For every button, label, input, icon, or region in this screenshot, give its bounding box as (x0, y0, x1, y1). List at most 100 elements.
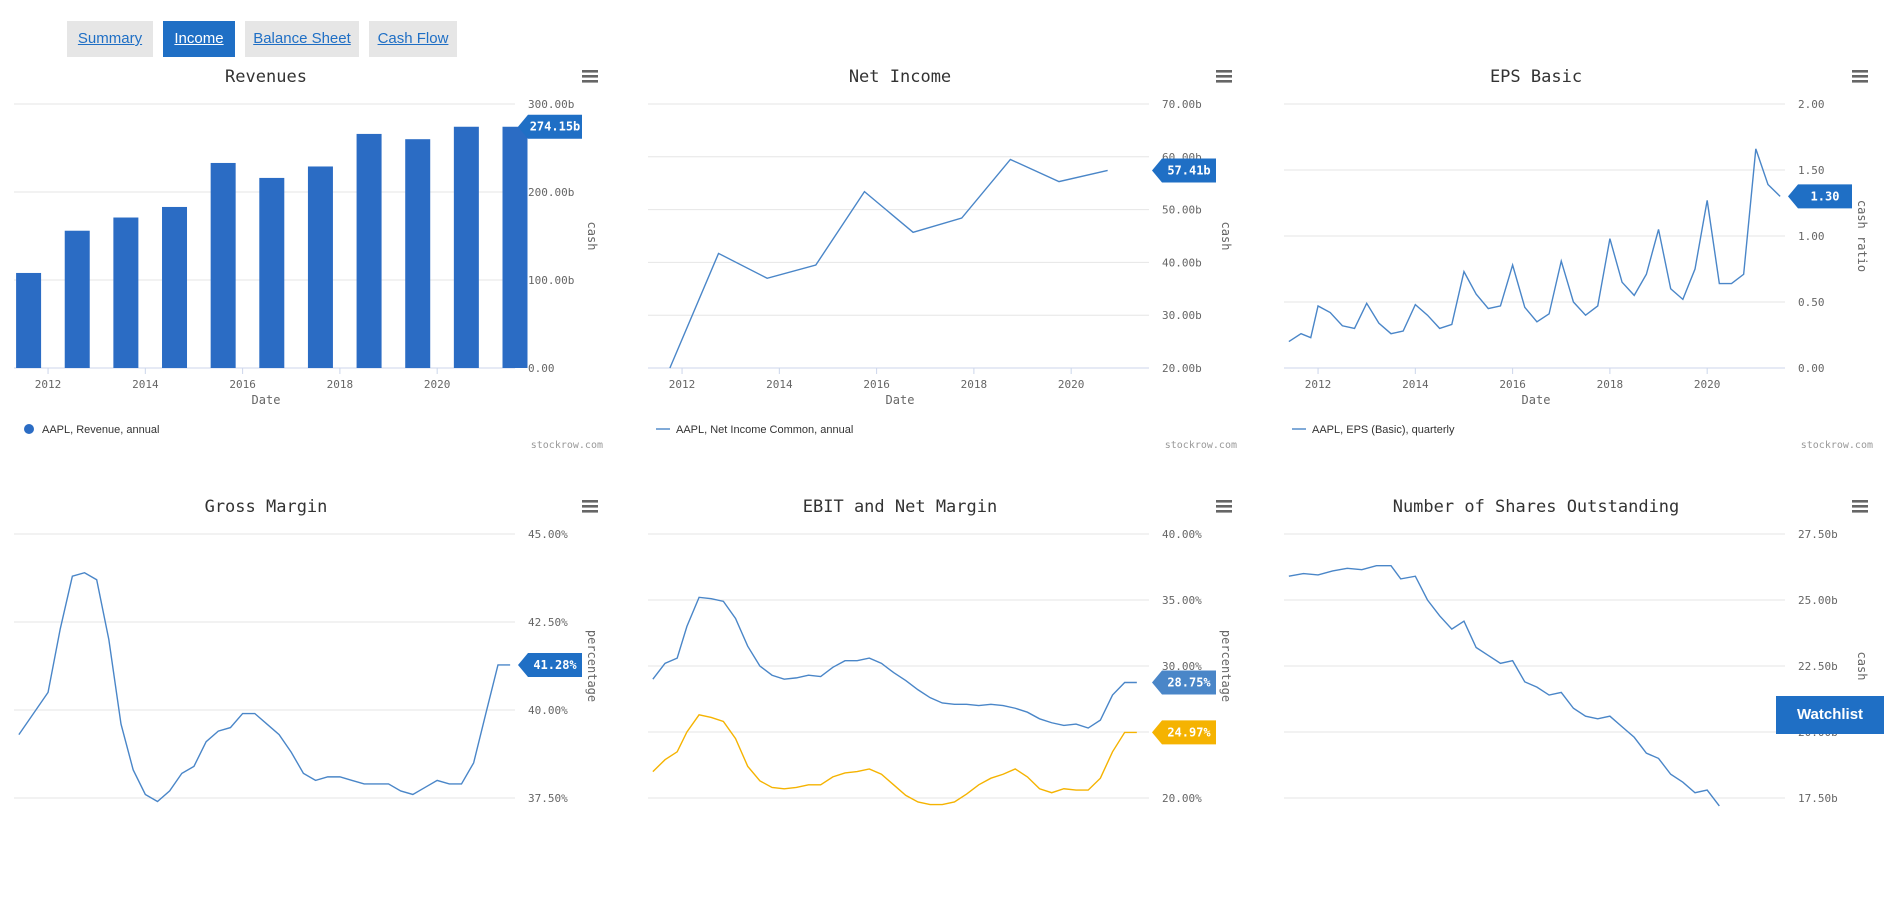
credit-label: stockrow.com (1801, 440, 1873, 451)
menu-icon-bar (1852, 500, 1868, 503)
y-tick-label: 0.00 (1798, 362, 1825, 375)
y-tick-label: 37.50% (528, 792, 568, 805)
menu-icon-bar (1852, 70, 1868, 73)
y-tick-label: 40.00% (1162, 528, 1202, 541)
y-tick-label: 2.00 (1798, 98, 1825, 111)
legend-label: AAPL, Revenue, annual (42, 424, 159, 436)
tab-balance-sheet[interactable]: Balance Sheet (245, 21, 359, 57)
tab-income[interactable]: Income (163, 21, 235, 57)
series-line (669, 158, 1108, 369)
menu-icon[interactable] (582, 70, 598, 83)
y-tick-label: 1.50 (1798, 164, 1825, 177)
chart-title: Gross Margin (205, 497, 328, 517)
x-tick-label: 2014 (766, 378, 793, 391)
chart-title: Number of Shares Outstanding (1393, 497, 1680, 517)
last-value-flag (1788, 184, 1852, 209)
menu-icon-bar (1216, 510, 1232, 513)
menu-icon-bar (1852, 510, 1868, 513)
menu-icon-bar (582, 500, 598, 503)
bar (502, 126, 528, 368)
bar (16, 272, 42, 368)
x-tick-label: 2014 (1402, 378, 1429, 391)
y-tick-label: 1.00 (1798, 230, 1825, 243)
legend-marker (24, 424, 34, 434)
y-tick-label: 27.50b (1798, 528, 1838, 541)
y-tick-label: 200.00b (528, 186, 574, 199)
y-tick-label: 20.00% (1162, 792, 1202, 805)
y-axis-label: cash (1855, 652, 1869, 681)
menu-icon-bar (582, 80, 598, 83)
chart-panel-gross-margin: Gross Margin 37.50% 40.00% 42.50% 45.00% perc… (0, 492, 610, 897)
bar (210, 162, 236, 368)
y-tick-label: 100.00b (528, 274, 574, 287)
y-tick-label: 30.00b (1162, 309, 1202, 322)
bar (162, 206, 188, 368)
y-tick-label: 35.00% (1162, 594, 1202, 607)
menu-icon-bar (1216, 80, 1232, 83)
x-tick-label: 2012 (1305, 378, 1332, 391)
y-tick-label: 25.00b (1798, 594, 1838, 607)
chart-title: Revenues (225, 67, 307, 87)
x-tick-label: 2016 (229, 378, 256, 391)
last-value-flag (518, 652, 582, 677)
x-tick-label: 2018 (961, 378, 988, 391)
menu-icon[interactable] (582, 500, 598, 513)
series-line (652, 596, 1137, 729)
y-tick-label: 40.00% (528, 704, 568, 717)
chart-svg: Net Income20.00b30.00b40.00b50.00b60.00b… (648, 67, 1237, 451)
chart-title: Net Income (849, 67, 951, 87)
tab-summary[interactable]: Summary (67, 21, 153, 57)
x-axis-label: Date (886, 393, 915, 407)
last-value-label: 274.15b (530, 120, 581, 134)
chart-panel-revenues: Revenues 0.00 100.00b 200.00b 300.00b cash 201… (0, 62, 610, 467)
y-tick-label: 300.00b (528, 98, 574, 111)
x-tick-label: 2016 (1499, 378, 1526, 391)
x-tick-label: 2012 (669, 378, 696, 391)
last-value-label: 57.41b (1167, 163, 1210, 177)
y-axis-label: percentage (1219, 630, 1233, 702)
menu-icon-bar (582, 510, 598, 513)
y-tick-label: 45.00% (528, 528, 568, 541)
chart-svg: Gross Margin 37.50% 40.00% 42.50% 45.00% perc… (14, 497, 599, 805)
menu-icon-bar (1852, 75, 1868, 78)
chart-panel-shares-outstanding: Number of Shares Outstanding17.50b20.00b… (1270, 492, 1880, 897)
y-tick-label: 30.00% (1162, 660, 1202, 673)
legend-label: AAPL, EPS (Basic), quarterly (1312, 424, 1455, 436)
y-axis-label: cash (585, 222, 599, 251)
bar (453, 126, 479, 368)
x-tick-label: 2020 (1694, 378, 1721, 391)
series-line (652, 714, 1137, 806)
menu-icon[interactable] (1216, 70, 1232, 83)
watchlist-button[interactable]: Watchlist (1776, 696, 1884, 734)
series-line (1288, 148, 1781, 343)
x-tick-label: 2016 (863, 378, 890, 391)
menu-icon-bar (582, 505, 598, 508)
tab-cash-flow[interactable]: Cash Flow (369, 21, 457, 57)
x-tick-label: 2020 (424, 378, 451, 391)
menu-icon[interactable] (1216, 500, 1232, 513)
menu-icon[interactable] (1852, 70, 1868, 83)
bar (259, 177, 285, 368)
chart-title: EBIT and Net Margin (803, 497, 997, 517)
menu-icon-bar (1216, 75, 1232, 78)
chart-svg: EBIT and Net Margin20.00%25.00%30.00%35.… (648, 497, 1233, 806)
last-value-label: 41.28% (533, 658, 577, 672)
y-tick-label: 42.50% (528, 616, 568, 629)
bar (64, 230, 90, 368)
y-tick-label: 50.00b (1162, 204, 1202, 217)
y-tick-label: 0.00 (528, 362, 555, 375)
legend-label: AAPL, Net Income Common, annual (676, 424, 853, 436)
y-tick-label: 0.50 (1798, 296, 1825, 309)
menu-icon[interactable] (1852, 500, 1868, 513)
x-axis-label: Date (252, 393, 281, 407)
chart-panel-net-income: Net Income 20.00b 30.00b 40.00b 50.00b 60.00b… (634, 62, 1244, 467)
last-value-flag (1152, 670, 1216, 695)
x-tick-label: 2018 (1597, 378, 1624, 391)
bar (356, 133, 382, 368)
x-tick-label: 2012 (35, 378, 62, 391)
last-value-label: 28.75% (1167, 676, 1211, 690)
x-tick-label: 2014 (132, 378, 159, 391)
menu-icon-bar (1216, 70, 1232, 73)
last-value-flag (518, 114, 582, 139)
last-value-flag (1152, 158, 1216, 183)
